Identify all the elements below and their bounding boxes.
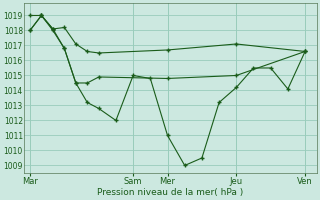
X-axis label: Pression niveau de la mer( hPa ): Pression niveau de la mer( hPa ) [97,188,244,197]
